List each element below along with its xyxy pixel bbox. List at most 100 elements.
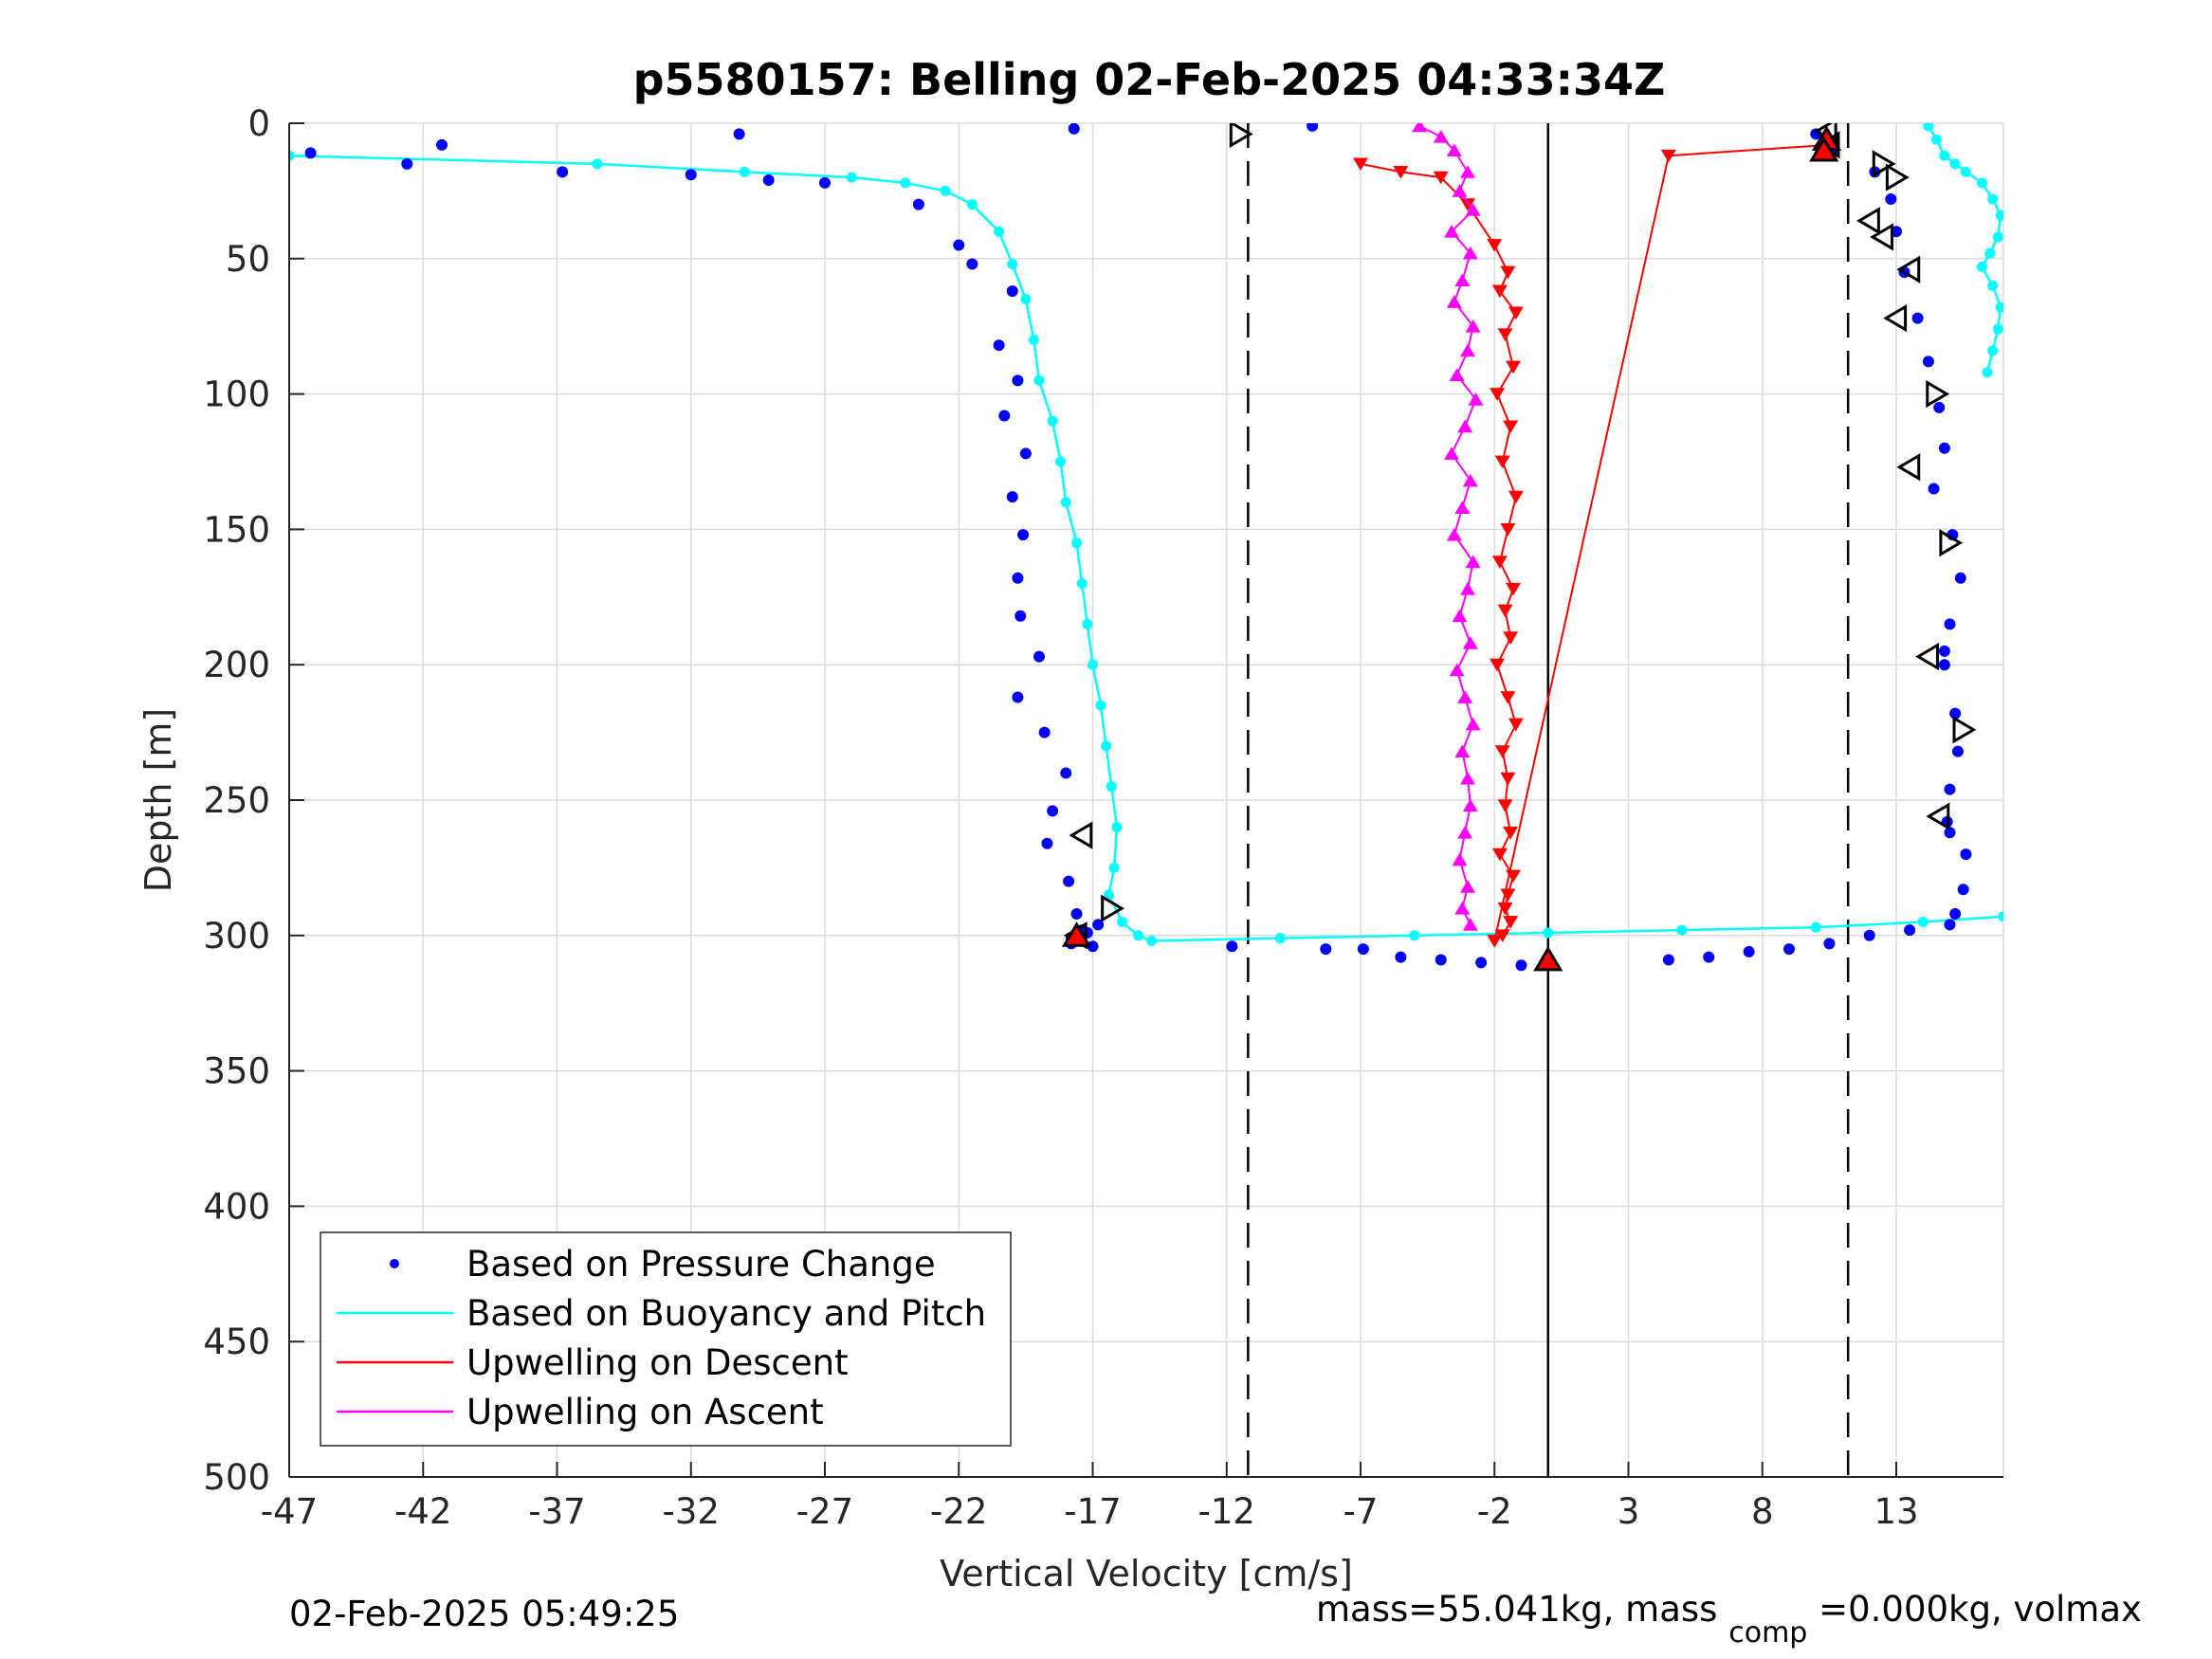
descent-marker [1491,848,1508,862]
buoyancy-point [1103,889,1114,901]
pressure-point [1015,610,1027,622]
pressure-point [1226,940,1238,953]
pressure-point [1006,491,1018,503]
buoyancy-point [1810,921,1821,933]
x-axis-label: Vertical Velocity [cm/s] [940,1553,1353,1595]
buoyancy-point [900,177,911,189]
pressure-point [1475,957,1488,969]
ascent-marker [1449,663,1465,677]
x-tick-label: 13 [1874,1491,1918,1532]
ascent-marker [1462,473,1478,487]
black-triangle-marker [1926,379,1950,409]
ascent-marker [1457,826,1473,839]
descent-marker [1433,171,1449,185]
y-tick-label: 50 [226,239,270,280]
black-triangle-marker [1870,223,1893,251]
pressure-point [1957,884,1969,896]
x-tick-label: -17 [1064,1491,1121,1532]
buoyancy-point [1117,917,1128,928]
x-tick-label: -32 [663,1491,720,1532]
ascent-marker [1460,165,1475,178]
buoyancy-point [1923,123,1934,132]
pressure-point [1017,529,1030,541]
pressure-point [1944,827,1956,839]
y-tick-label: 350 [203,1051,270,1092]
ascent-marker [1462,798,1478,812]
ascent-marker [1433,130,1449,143]
black-triangle-marker [1952,716,1977,744]
buoyancy-point [1033,374,1045,386]
pressure-point [1911,312,1924,324]
pressure-point [993,339,1005,352]
pressure-point [557,166,569,178]
pressure-point [1944,919,1956,931]
buoyancy-point [1976,261,1987,272]
buoyancy-point [1076,578,1088,590]
buoyancy-point [1976,177,1987,189]
buoyancy-point [1047,415,1058,427]
buoyancy-point [1995,210,2003,221]
buoyancy-point [846,172,857,183]
pressure-point [436,138,448,151]
pressure-point [1944,783,1956,795]
red-triangle-marker [1809,136,1839,162]
black-triangle-marker [1896,255,1921,283]
descent-marker [1500,265,1516,280]
buoyancy-point [1949,158,1961,170]
ascent-marker [1444,225,1460,238]
ascent-marker [1412,123,1428,133]
descent-marker [1494,745,1510,758]
pressure-point [1662,954,1674,966]
pressure-point [762,173,775,186]
ascent-marker [1446,295,1462,308]
pressure-point [1885,192,1897,205]
pressure-point [1938,442,1950,454]
y-axis-label: Depth [m] [137,708,179,893]
y-tick-label: 500 [203,1457,270,1498]
ascent-marker [1460,582,1475,595]
ascent-marker [1462,246,1478,260]
buoyancy-point [966,199,978,210]
ascent-marker [1444,447,1460,460]
y-tick-label: 400 [203,1186,270,1227]
black-triangle-marker [1069,821,1093,849]
footer-mass-part2: =0.000kg, volmax [1819,1589,2142,1630]
buoyancy-line-upper [1927,125,2002,374]
descent-marker [1503,631,1519,645]
black-triangle-marker [1229,123,1253,149]
pressure-point [998,410,1011,422]
buoyancy-point [1095,700,1106,711]
pressure-point [1904,924,1916,937]
buoyancy-point [1995,301,2003,313]
x-tick-label: -47 [261,1491,318,1532]
pressure-point [1063,875,1075,887]
descent-marker [1494,929,1510,942]
ascent-marker [1460,343,1475,357]
pressure-point [1435,954,1447,966]
buoyancy-point [1543,927,1554,939]
legend-label: Based on Pressure Change [466,1244,936,1285]
legend-label: Based on Buoyancy and Pitch [466,1293,986,1334]
descent-marker [1660,149,1676,163]
ascent-marker [1462,918,1478,931]
ascent-marker [1460,880,1475,893]
pressure-point [1006,285,1018,298]
descent-marker [1491,284,1508,299]
y-tick-label: 250 [203,780,270,821]
descent-marker [1503,916,1519,929]
buoyancy-point [1917,917,1929,928]
ascent-marker [1468,392,1484,406]
descent-marker [1506,869,1522,884]
legend-box [320,1231,1012,1447]
pressure-point [1703,951,1715,963]
reference-lines [1247,123,1850,1477]
buoyancy-point [1992,323,2003,335]
buoyancy-point [1146,936,1158,947]
ascent-marker [1454,501,1471,514]
buoyancy-point [1055,456,1067,467]
legend-label: Upwelling on Descent [466,1342,849,1383]
black-triangle-marker [1885,163,1910,191]
ascent-marker [1465,555,1481,569]
pressure-point [1515,959,1527,972]
x-tick-label: 8 [1751,1491,1774,1532]
